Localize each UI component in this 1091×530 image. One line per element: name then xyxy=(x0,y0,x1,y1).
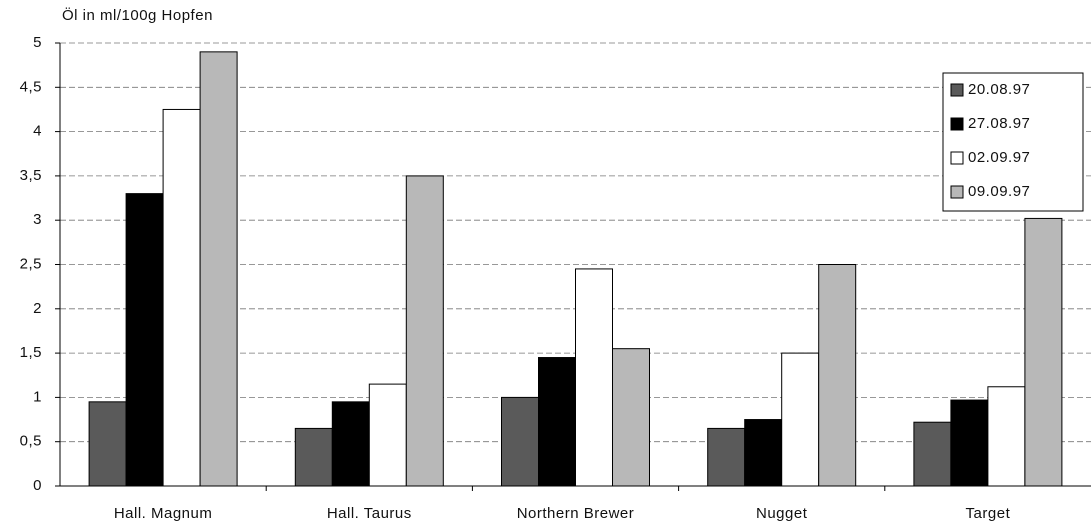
bar xyxy=(331,401,370,487)
bar xyxy=(707,427,746,487)
bar xyxy=(913,421,952,487)
bar xyxy=(575,268,613,487)
bar xyxy=(950,399,989,487)
bar xyxy=(538,357,576,487)
bar xyxy=(1024,217,1063,487)
bar xyxy=(405,175,444,487)
bar xyxy=(199,51,238,487)
y-tick-label: 2,5 xyxy=(20,255,42,272)
legend-swatch xyxy=(950,151,964,165)
bar xyxy=(987,386,1026,487)
bar xyxy=(162,108,201,487)
y-tick-label: 5 xyxy=(33,34,42,51)
legend-swatch xyxy=(950,117,964,131)
legend-swatch xyxy=(950,83,964,97)
x-tick-label: Hall. Taurus xyxy=(327,505,412,522)
x-tick-label: Nugget xyxy=(756,505,808,522)
y-tick-label: 1,5 xyxy=(20,344,42,361)
legend-label: 02.09.97 xyxy=(968,149,1030,166)
bar xyxy=(88,401,127,487)
bar xyxy=(744,419,783,487)
legend-label: 27.08.97 xyxy=(968,115,1030,132)
bar xyxy=(818,264,857,487)
y-tick-label: 0 xyxy=(33,477,42,494)
x-tick-label: Northern Brewer xyxy=(517,505,635,522)
y-tick-label: 2 xyxy=(33,300,42,317)
y-tick-label: 3 xyxy=(33,211,42,228)
y-tick-label: 1 xyxy=(33,388,42,405)
y-tick-label: 4 xyxy=(33,123,42,140)
bar xyxy=(612,348,650,487)
y-tick-label: 0,5 xyxy=(20,433,42,450)
x-tick-label: Target xyxy=(966,505,1011,522)
y-axis-label: Öl in ml/100g Hopfen xyxy=(62,6,213,24)
legend-label: 09.09.97 xyxy=(968,183,1030,200)
legend-box xyxy=(942,72,1084,212)
bar xyxy=(501,396,539,487)
x-tick-label: Hall. Magnum xyxy=(114,505,213,522)
y-tick-label: 3,5 xyxy=(20,167,42,184)
legend-label: 20.08.97 xyxy=(968,81,1030,98)
y-tick-label: 4,5 xyxy=(20,78,42,95)
bar xyxy=(781,352,820,487)
legend-swatch xyxy=(950,185,964,199)
bar xyxy=(125,193,164,487)
bar xyxy=(368,383,407,487)
bar xyxy=(294,427,333,487)
